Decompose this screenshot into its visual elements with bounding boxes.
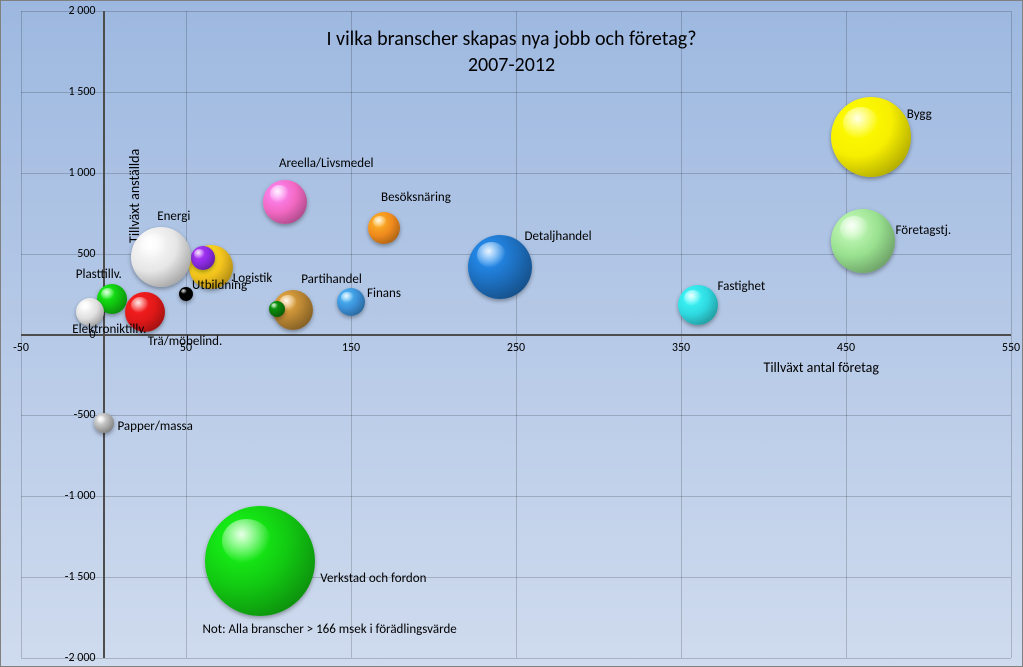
x-tick-label: 150: [342, 341, 360, 355]
y-tick-label: 1 000: [68, 166, 95, 180]
y-axis-title: Tillväxt anställda: [126, 149, 143, 243]
bubble-label: Energi: [157, 209, 190, 224]
grid-line-horizontal: [21, 658, 1011, 659]
chart-note: Not: Alla branscher > 166 msek i förädli…: [203, 622, 457, 637]
x-tick-label: 550: [1002, 341, 1020, 355]
bubble: [468, 235, 532, 299]
bubble: [131, 227, 191, 287]
x-tick-label: 250: [507, 341, 525, 355]
grid-line-horizontal: [21, 496, 1011, 497]
bubble: [337, 288, 365, 316]
y-tick-label: 500: [77, 247, 95, 261]
bubble-label: Företagstj.: [896, 223, 952, 238]
bubble: [94, 413, 114, 433]
bubble-label: Fastighet: [718, 279, 766, 294]
grid-line-vertical: [1011, 11, 1012, 658]
x-axis-title: Tillväxt antal företag: [764, 359, 879, 376]
bubble-chart: I vilka branscher skapas nya jobb och fö…: [0, 0, 1023, 667]
y-tick-label: -1 500: [65, 570, 96, 584]
grid-line-horizontal: [21, 577, 1011, 578]
y-tick-label: 2 000: [68, 4, 95, 18]
bubble-label: Papper/massa: [118, 419, 193, 434]
bubble-label: Plasttillv.: [76, 267, 122, 282]
bubble-label: Areella/Livsmedel: [279, 156, 374, 171]
bubble: [205, 506, 315, 616]
bubble: [263, 180, 307, 224]
bubble: [831, 209, 895, 273]
bubble-label: Partihandel: [301, 272, 362, 287]
bubble-label: Utbildning: [192, 278, 247, 293]
y-tick-label: -2 000: [65, 651, 96, 665]
bubble: [678, 285, 718, 325]
x-tick-label: 350: [672, 341, 690, 355]
grid-line-horizontal: [21, 92, 1011, 93]
bubble-label: Besöksnäring: [381, 190, 451, 205]
chart-title-line1: I vilka branscher skapas nya jobb och fö…: [1, 27, 1022, 51]
bubble: [179, 287, 193, 301]
bubble: [269, 301, 285, 317]
y-tick-label: -500: [74, 408, 96, 422]
bubble-label: Detaljhandel: [525, 229, 592, 244]
chart-title-line2: 2007-2012: [1, 53, 1022, 77]
y-tick-label: -1 000: [65, 489, 96, 503]
bubble: [368, 212, 400, 244]
x-tick-label: -50: [13, 341, 29, 355]
bubble: [831, 97, 911, 177]
grid-line-horizontal: [21, 415, 1011, 416]
y-tick-label: 1 500: [68, 85, 95, 99]
grid-line-horizontal: [21, 11, 1011, 12]
bubble-label: Trä/möbelind.: [148, 334, 223, 349]
bubble-label: Verkstad och fordon: [320, 571, 426, 586]
bubble-label: Elektroniktillv.: [72, 322, 146, 337]
bubble-label: Bygg: [907, 107, 932, 122]
x-tick-label: 450: [837, 341, 855, 355]
bubble: [191, 246, 215, 270]
bubble-label: Finans: [367, 286, 401, 301]
